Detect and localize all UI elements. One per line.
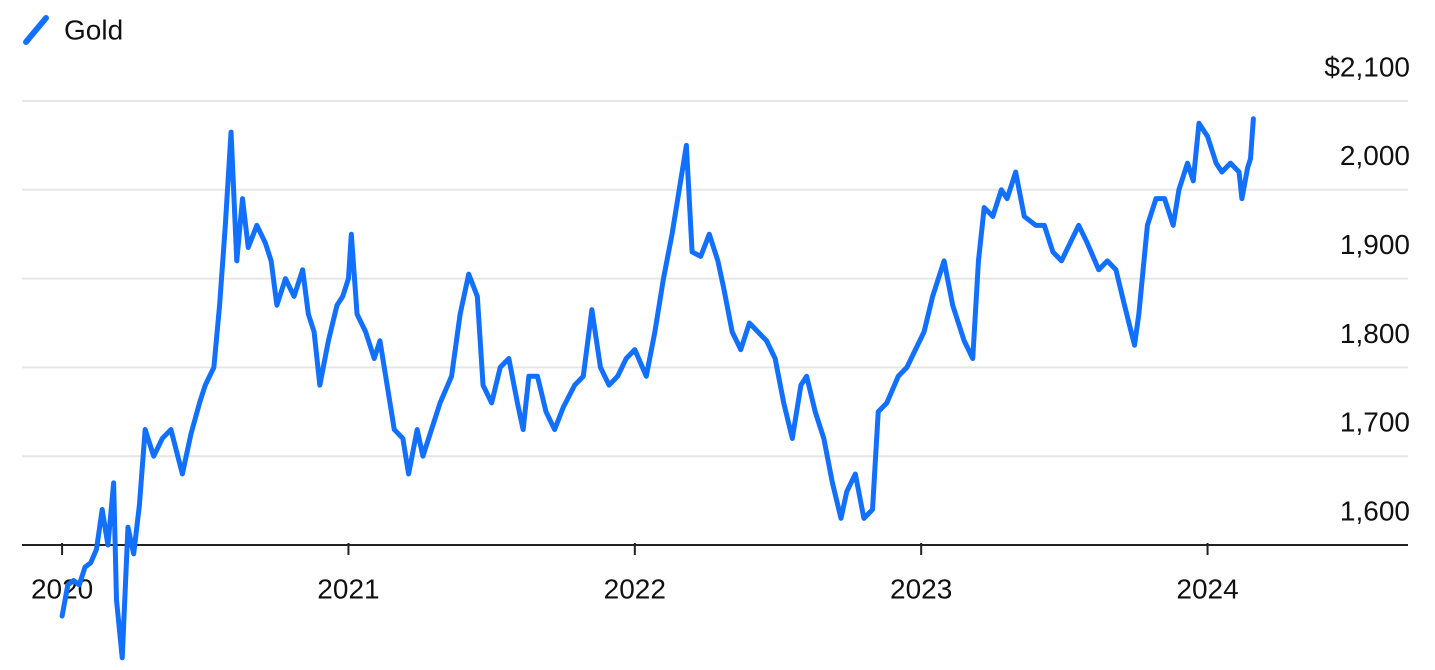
x-tick-label: 2022 <box>604 573 666 604</box>
legend-label: Gold <box>64 14 123 45</box>
x-tick-label: 2024 <box>1176 573 1238 604</box>
y-tick-label: $2,100 <box>1324 51 1410 82</box>
y-tick-label: 1,800 <box>1340 318 1410 349</box>
legend-swatch <box>23 15 49 45</box>
data-line <box>59 116 1256 661</box>
y-tick-label: 1,900 <box>1340 229 1410 260</box>
x-tick-label: 2021 <box>317 573 379 604</box>
x-tick-label: 2023 <box>890 573 952 604</box>
y-tick-label: 1,600 <box>1340 495 1410 526</box>
y-tick-label: 2,000 <box>1340 140 1410 171</box>
y-tick-label: 1,700 <box>1340 407 1410 438</box>
